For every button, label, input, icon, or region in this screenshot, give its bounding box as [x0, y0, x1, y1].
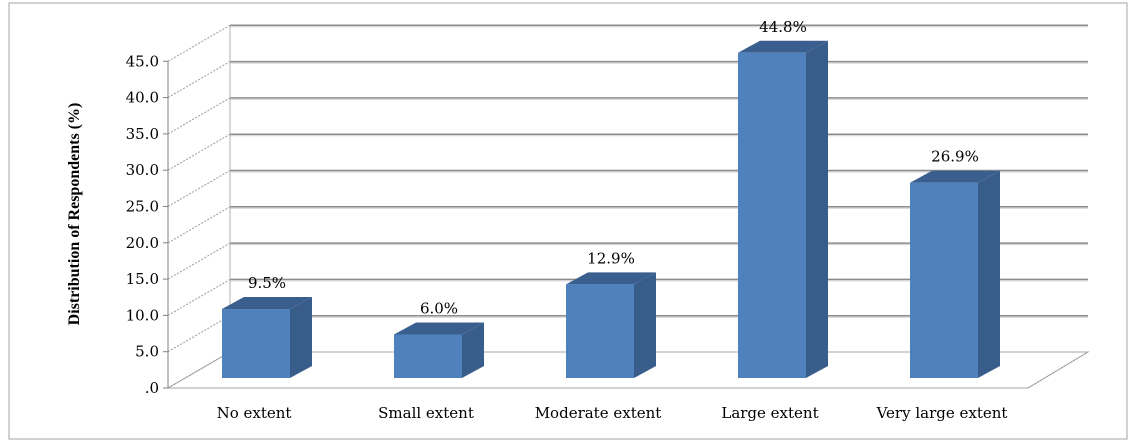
bars	[222, 40, 1000, 378]
bar-side	[462, 322, 484, 378]
bar-side	[290, 297, 312, 378]
floor-edge	[1027, 351, 1089, 389]
side-gridline	[167, 133, 231, 171]
bar	[394, 322, 484, 378]
side-gridline	[167, 351, 231, 389]
bar	[738, 40, 828, 378]
bar	[566, 272, 656, 378]
side-gridline	[167, 278, 231, 316]
side-gridline	[167, 242, 231, 280]
side-gridline	[167, 97, 231, 135]
side-gridline	[167, 206, 231, 244]
y-tick-label: 25.0	[126, 198, 159, 216]
y-axis-title: Distribution of Respondents (%)	[66, 103, 83, 326]
data-label: 44.8%	[759, 18, 807, 36]
x-tick-label: No extent	[217, 404, 292, 422]
y-tick-label: 30.0	[126, 161, 159, 179]
labels: 9.5% No extent 6.0% Small extent 12.9% Modera…	[217, 18, 1008, 422]
bar-side	[806, 40, 828, 378]
x-tick-label: Small extent	[378, 404, 474, 422]
y-tick-label: 15.0	[126, 270, 159, 288]
bar-front	[566, 284, 634, 378]
data-label: 6.0%	[420, 299, 458, 317]
y-tick-label: .0	[145, 379, 159, 397]
bar-top	[566, 272, 656, 285]
x-tick-label: Very large extent	[876, 404, 1008, 422]
bar	[222, 297, 312, 378]
bar-top	[910, 170, 1000, 183]
side-gridline	[167, 24, 231, 62]
x-tick-label: Moderate extent	[535, 404, 662, 422]
y-tick-label: 10.0	[126, 306, 159, 324]
side-gridline	[167, 315, 231, 353]
bar-top	[394, 322, 484, 335]
bar-front	[910, 182, 978, 378]
y-tick-label: 40.0	[126, 89, 159, 107]
data-label: 26.9%	[931, 148, 979, 166]
y-tick-label: 5.0	[135, 343, 159, 361]
y-tick-label: 20.0	[126, 234, 159, 252]
data-label: 9.5%	[248, 274, 286, 292]
bar-front	[394, 334, 462, 378]
y-tick-label: 45.0	[126, 52, 159, 70]
bar	[910, 170, 1000, 378]
x-tick-label: Large extent	[721, 404, 818, 422]
side-gridline	[167, 61, 231, 99]
y-axis: .0 5.0 10.0 15.0 20.0 25.0 30.0 35.0 40.0 45.0	[126, 52, 169, 397]
bar-side	[978, 170, 1000, 378]
bar-top	[222, 297, 312, 310]
bar-top	[738, 40, 828, 53]
bar-front	[738, 52, 806, 378]
side-gridline	[167, 170, 231, 207]
data-label: 12.9%	[587, 249, 635, 267]
y-tick-label: 35.0	[126, 125, 159, 143]
bar-side	[634, 272, 656, 378]
bar-front	[222, 309, 290, 378]
